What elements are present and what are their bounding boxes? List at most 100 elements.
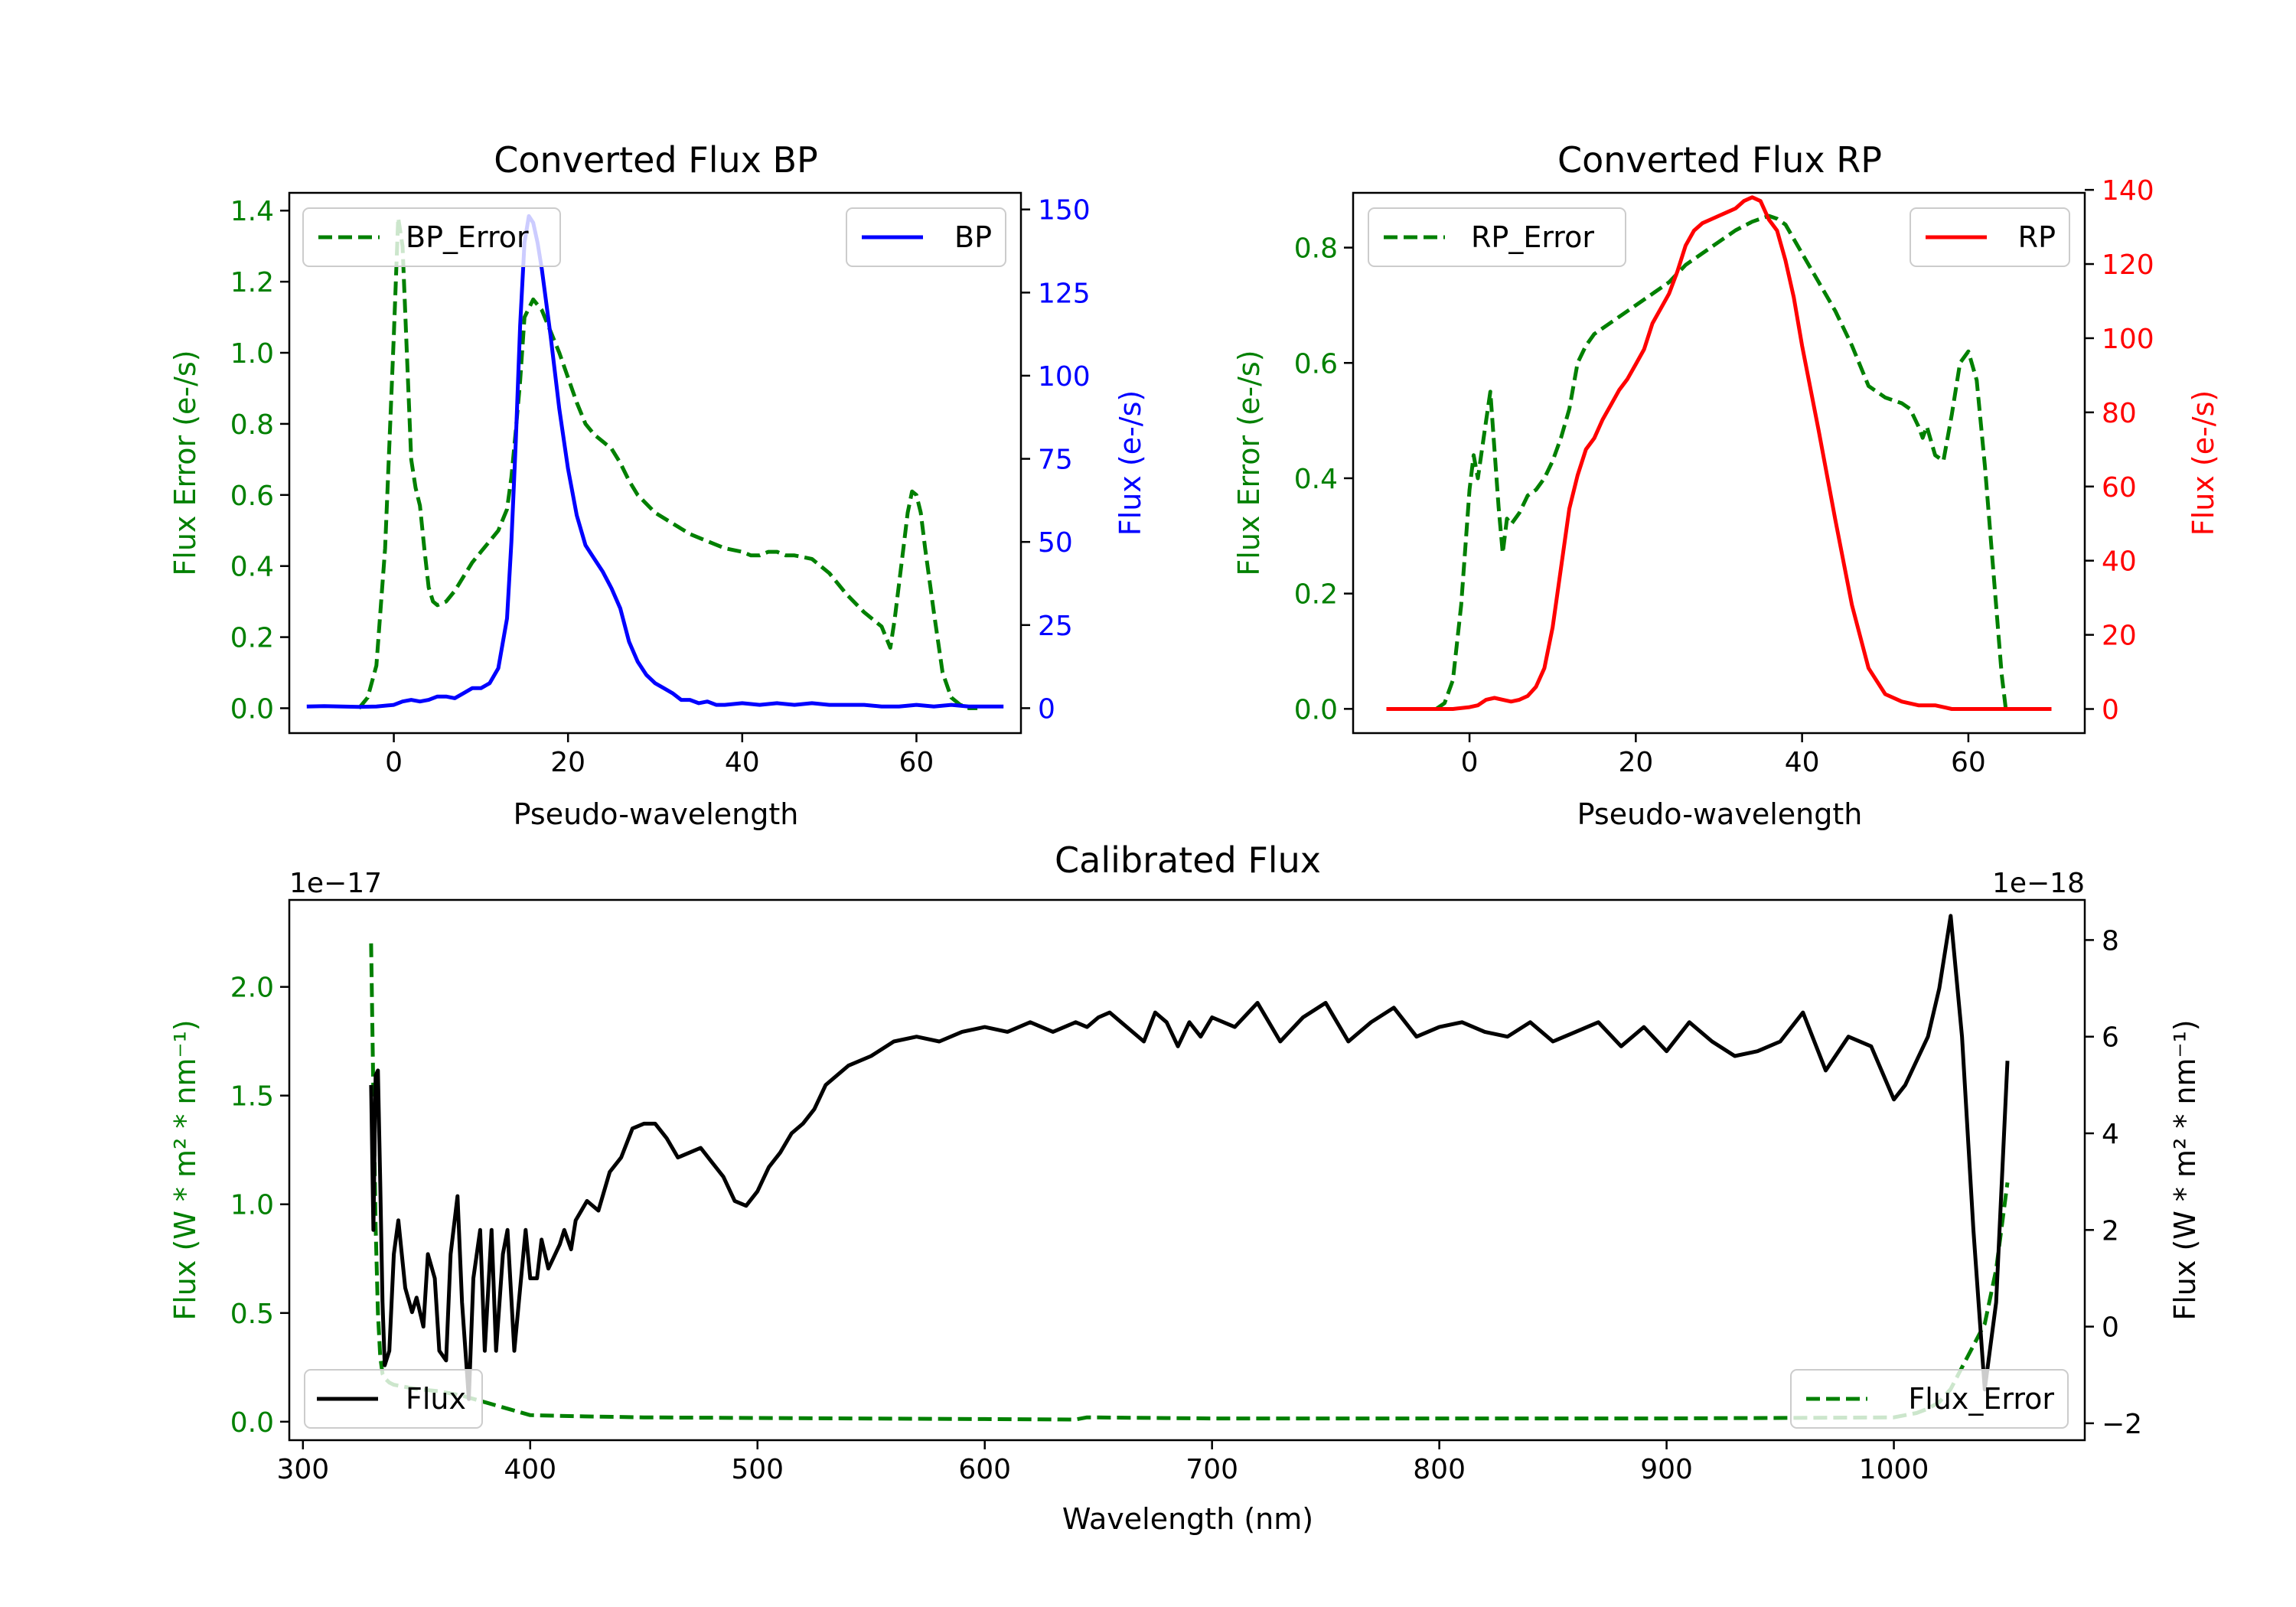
- panel-bp-frame: [288, 191, 1022, 735]
- series-line-flux: [369, 914, 2010, 1401]
- y-tick-label-left: 0.0: [230, 693, 274, 725]
- legend-label-bp: BP: [954, 220, 992, 254]
- panel-bp-ticks: 0 20 40 60 0.0 0.2 0.4 0.6 0.8 1.0 1.2 1.4 0 25 50 75 10…: [230, 195, 1091, 778]
- y-tick-label-left: 0.2: [230, 623, 274, 654]
- panel-rp-ylabel-left: Flux Error (e-/s): [1232, 350, 1266, 575]
- panel-bp-series: [306, 214, 1004, 710]
- legend-label-flux-error: Flux_Error: [1908, 1382, 2054, 1416]
- y-tick-label-right: 60: [2102, 472, 2137, 504]
- panel-rp-series: [1386, 195, 2052, 711]
- legend-label-flux: Flux: [406, 1382, 466, 1416]
- x-tick-label: 800: [1413, 1454, 1466, 1485]
- panel-calibrated-ylabel-right: Flux (W * m² * nm⁻¹): [2168, 1019, 2202, 1320]
- series-line-flux-error: [369, 943, 2010, 1422]
- y-tick-label-left: 0.8: [1294, 233, 1338, 265]
- panel-calibrated-title: Calibrated Flux: [1055, 839, 1321, 881]
- y-tick-label-right: 50: [1038, 527, 1073, 559]
- y-tick-label-left: 0.2: [1294, 579, 1338, 611]
- y-tick-label-left: 0.4: [1294, 464, 1338, 495]
- y-tick-label-right: 100: [2102, 324, 2154, 355]
- panel-rp-xlabel: Pseudo-wavelength: [1577, 797, 1863, 831]
- series-line-bp-error: [357, 216, 978, 710]
- series-line-rp-error: [1435, 214, 2008, 711]
- legend-label-bp-error: BP_Error: [406, 220, 529, 254]
- y-tick-label-right: 2: [2102, 1215, 2119, 1247]
- y-tick-label-right: 8: [2102, 925, 2119, 957]
- x-tick-label: 0: [385, 747, 403, 778]
- x-tick-label: 600: [958, 1454, 1011, 1485]
- x-tick-label: 20: [1618, 747, 1653, 778]
- y-tick-label-left: 0.4: [230, 552, 274, 583]
- y-tick-label-right: 125: [1038, 278, 1091, 309]
- offset-label-left: 1e−17: [289, 868, 382, 899]
- y-tick-label-right: 120: [2102, 249, 2154, 281]
- panel-bp-title: Converted Flux BP: [494, 139, 818, 181]
- y-tick-label-left: 0.0: [230, 1407, 274, 1439]
- y-tick-label-right: 75: [1038, 445, 1073, 476]
- y-tick-label-right: 25: [1038, 611, 1073, 642]
- legend-label-rp: RP: [2018, 220, 2056, 254]
- y-tick-label-right: 0: [2102, 695, 2119, 726]
- y-tick-label-right: 80: [2102, 398, 2137, 429]
- panel-bp-xlabel: Pseudo-wavelength: [514, 797, 799, 831]
- x-tick-label: 40: [1785, 747, 1820, 778]
- panel-calibrated-xlabel: Wavelength (nm): [1062, 1502, 1313, 1536]
- y-tick-label-right: 4: [2102, 1119, 2119, 1150]
- y-tick-label-right: 6: [2102, 1022, 2119, 1054]
- y-tick-label-left: 1.5: [230, 1081, 274, 1113]
- x-tick-label: 300: [276, 1454, 329, 1485]
- y-tick-label-left: 1.0: [230, 1190, 274, 1221]
- panel-rp-ticks: 0 20 40 60 0.0 0.2 0.4 0.6 0.8 0 20 40 60 80 100 120 140: [1294, 175, 2154, 778]
- panel-calibrated-legend-left: Flux: [304, 1369, 483, 1429]
- legend-label-rp-error: RP_Error: [1471, 220, 1594, 254]
- y-tick-label-left: 1.2: [230, 267, 274, 298]
- panel-rp-frame: [1352, 191, 2086, 735]
- panel-calibrated-legend-right: Flux_Error: [1790, 1369, 2069, 1429]
- y-tick-label-left: 0.0: [1294, 694, 1338, 725]
- y-tick-label-right: 140: [2102, 175, 2154, 207]
- y-tick-label-right: 150: [1038, 195, 1091, 227]
- series-line-rp: [1386, 195, 2052, 711]
- y-tick-label-right: 20: [2102, 621, 2137, 652]
- y-tick-label-left: 0.8: [230, 409, 274, 441]
- panel-bp-legend-left: BP_Error: [302, 207, 561, 267]
- offset-label-right: 1e−18: [1992, 868, 2085, 899]
- panel-rp-legend-right: RP: [1910, 207, 2070, 267]
- x-tick-label: 60: [899, 747, 934, 778]
- y-tick-label-left: 0.6: [230, 481, 274, 512]
- x-tick-label: 60: [1951, 747, 1986, 778]
- panel-calibrated-ticks: 300 400 500 600 700 800 900 1000 0.0 0.5 1.0 1.5 2.0…: [230, 925, 2142, 1485]
- panel-calibrated: Calibrated Flux 1e−17 1e−18 300 400 500 600…: [168, 839, 2202, 1536]
- y-tick-label-right: 0: [1038, 693, 1055, 725]
- y-tick-label-right: −2: [2102, 1409, 2142, 1440]
- panel-calibrated-ylabel-left: Flux (W * m² * nm⁻¹): [168, 1019, 202, 1320]
- x-tick-label: 400: [504, 1454, 556, 1485]
- y-tick-label-left: 1.0: [230, 338, 274, 370]
- panel-rp-legend-left: RP_Error: [1368, 207, 1626, 267]
- x-tick-label: 500: [731, 1454, 784, 1485]
- y-tick-label-right: 0: [2102, 1312, 2119, 1344]
- x-tick-label: 1000: [1859, 1454, 1929, 1485]
- y-tick-label-left: 0.5: [230, 1299, 274, 1330]
- x-tick-label: 40: [725, 747, 760, 778]
- x-tick-label: 700: [1186, 1454, 1238, 1485]
- y-tick-label-right: 40: [2102, 546, 2137, 578]
- panel-bp: Converted Flux BP 0 20 40 60 0.0 0.2 0.4 0.6 0.8…: [168, 139, 1147, 831]
- panel-calibrated-series: [369, 914, 2010, 1422]
- panel-bp-ylabel-left: Flux Error (e-/s): [168, 350, 202, 575]
- x-tick-label: 20: [550, 747, 585, 778]
- panel-rp-ylabel-right: Flux (e-/s): [2187, 390, 2220, 536]
- panel-bp-ylabel-right: Flux (e-/s): [1114, 390, 1147, 536]
- y-tick-label-left: 1.4: [230, 196, 274, 227]
- panel-calibrated-frame: [288, 898, 2086, 1442]
- y-tick-label-right: 100: [1038, 361, 1091, 393]
- panel-rp: Converted Flux RP 0 20 40 60 0.0 0.2 0.4 0.6 0.8…: [1232, 139, 2220, 831]
- x-tick-label: 900: [1640, 1454, 1693, 1485]
- series-line-bp: [306, 214, 1004, 709]
- panel-rp-title: Converted Flux RP: [1557, 139, 1882, 181]
- y-tick-label-left: 0.6: [1294, 348, 1338, 380]
- y-tick-label-left: 2.0: [230, 973, 274, 1004]
- x-tick-label: 0: [1461, 747, 1479, 778]
- panel-bp-legend-right: BP: [846, 207, 1006, 267]
